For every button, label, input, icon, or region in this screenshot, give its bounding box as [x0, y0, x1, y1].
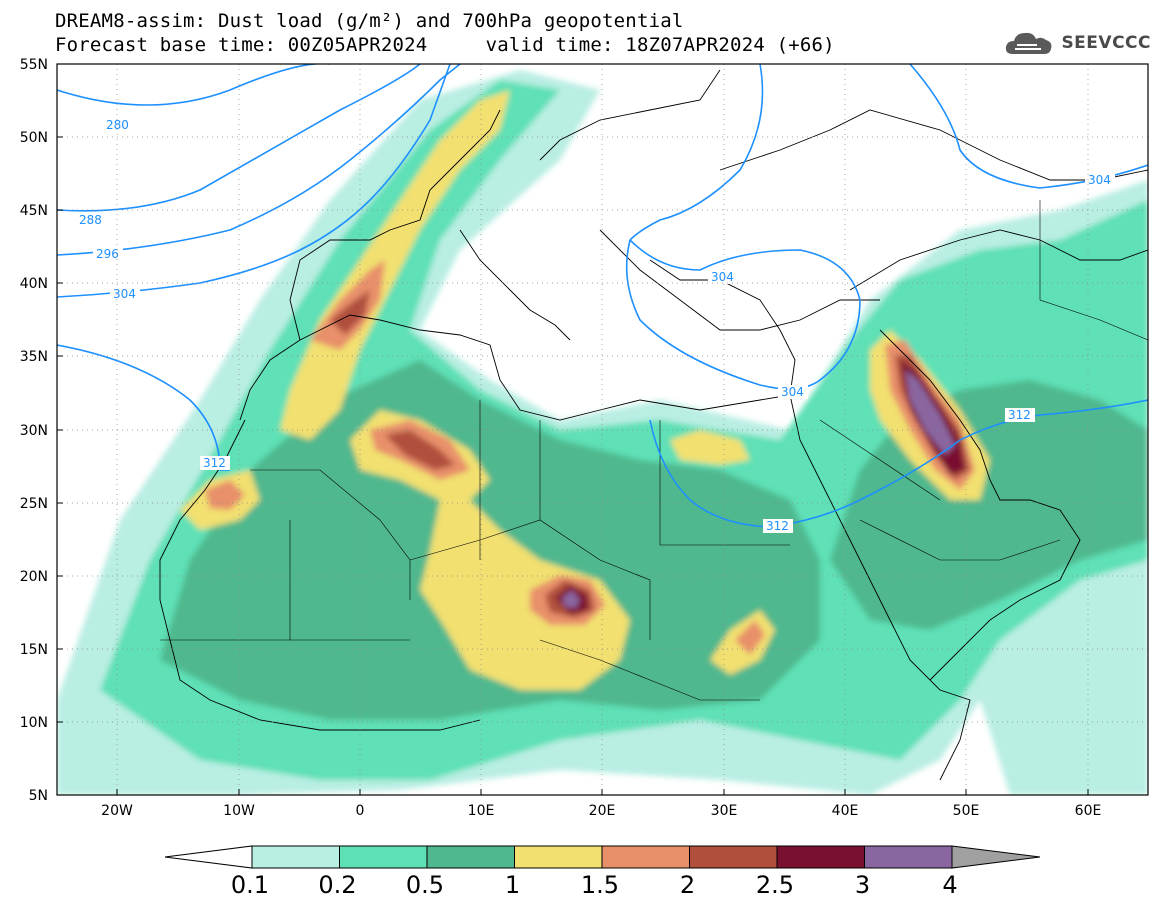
latitude-labels: 55N 50N 45N 40N 35N 30N 25N 20N 15N 10N …	[20, 57, 48, 804]
contour-label-304-levant: 304	[781, 385, 804, 399]
dust-region-orange-iberia	[310, 260, 385, 350]
contour-label-296: 296	[96, 247, 119, 261]
country-borders	[160, 200, 1148, 701]
lat-label: 45N	[20, 203, 48, 219]
colorbar-label: 1	[505, 871, 520, 899]
colorbar-box	[601, 845, 690, 869]
contour-label-312-gulf: 312	[1008, 408, 1031, 422]
lat-label: 40N	[20, 276, 48, 292]
colorbar-box	[776, 845, 865, 869]
lon-label: 30E	[711, 803, 738, 819]
coastlines	[159, 69, 1148, 781]
lon-label: 0	[356, 803, 365, 819]
lon-label: 40E	[832, 803, 859, 819]
lat-label: 30N	[20, 423, 48, 439]
seevccc-logo: SEEVCCC	[1003, 28, 1151, 58]
colorbar-label: 2.5	[756, 871, 794, 899]
contour-label-304-west: 304	[113, 287, 136, 301]
lon-label: 10W	[223, 803, 255, 819]
contour-label-312-west: 312	[203, 456, 226, 470]
lat-label: 35N	[20, 349, 48, 365]
lon-label: 10E	[468, 803, 495, 819]
colorbar-high-arrow	[951, 845, 1041, 869]
colorbar-label: 1.5	[581, 871, 619, 899]
lat-label: 10N	[20, 715, 48, 731]
longitude-labels: 20W 10W 0 10E 20E 30E 40E 50E 60E	[101, 803, 1101, 819]
colorbar-label: 3	[855, 871, 870, 899]
map-subtitle: Forecast base time: 00Z05APR2024 valid t…	[55, 34, 835, 56]
contour-labels: 280 288 296 304 304 304 304 312 312 312	[76, 118, 1115, 533]
colorbar-label: 0.2	[318, 871, 356, 899]
lon-label: 60E	[1075, 803, 1102, 819]
colorbar-label: 4	[942, 871, 957, 899]
colorbar-box	[339, 845, 428, 869]
colorbar-box	[864, 845, 953, 869]
lon-label: 50E	[953, 803, 980, 819]
dust-region-red-sahara	[385, 430, 455, 470]
lat-label: 55N	[20, 57, 48, 73]
colorbar-label: 0.5	[406, 871, 444, 899]
lon-label: 20E	[589, 803, 616, 819]
dust-region-yellow-iberia	[280, 90, 510, 440]
dust-region-purple-chad	[562, 590, 580, 608]
contour-label-288: 288	[79, 213, 102, 227]
map-title: DREAM8-assim: Dust load (g/m²) and 700hP…	[55, 10, 684, 32]
colorbar: 0.1 0.2 0.5 1 1.5 2 2.5 3 4	[164, 845, 1041, 899]
logo-text: SEEVCCC	[1061, 33, 1151, 53]
dust-region-purple-iraq	[905, 370, 955, 455]
graticule	[57, 64, 1148, 795]
dust-region-orange-morocco	[205, 480, 245, 510]
colorbar-box	[689, 845, 778, 869]
colorbar-box	[251, 845, 340, 869]
dust-region-red-iberia	[330, 290, 370, 335]
dust-region-yellow-egypt	[670, 430, 750, 465]
dust-region-orange-sudan	[735, 620, 765, 655]
colorbar-low-arrow	[164, 845, 253, 869]
colorbar-labels: 0.1 0.2 0.5 1 1.5 2 2.5 3 4	[231, 871, 958, 899]
axis-ticks	[57, 136, 1089, 795]
lat-label: 5N	[29, 788, 48, 804]
colorbar-box	[514, 845, 603, 869]
lat-label: 15N	[20, 642, 48, 658]
dust-field: 280 288 296 304 304 304 304 312 312 312	[57, 64, 1148, 795]
geopotential-contours	[57, 64, 1148, 528]
contour-label-280: 280	[106, 118, 129, 132]
colorbar-boxes	[251, 845, 953, 869]
colorbar-label: 2	[680, 871, 695, 899]
colorbar-box	[426, 845, 515, 869]
contour-label-304-greece: 304	[711, 270, 734, 284]
lat-label: 20N	[20, 569, 48, 585]
lon-label: 20W	[101, 803, 133, 819]
contour-label-312-egypt: 312	[766, 519, 789, 533]
contour-label-304-east: 304	[1088, 173, 1111, 187]
colorbar-label: 0.1	[231, 871, 269, 899]
cloud-icon	[1006, 32, 1052, 54]
lat-label: 50N	[20, 130, 48, 146]
lat-label: 25N	[20, 496, 48, 512]
